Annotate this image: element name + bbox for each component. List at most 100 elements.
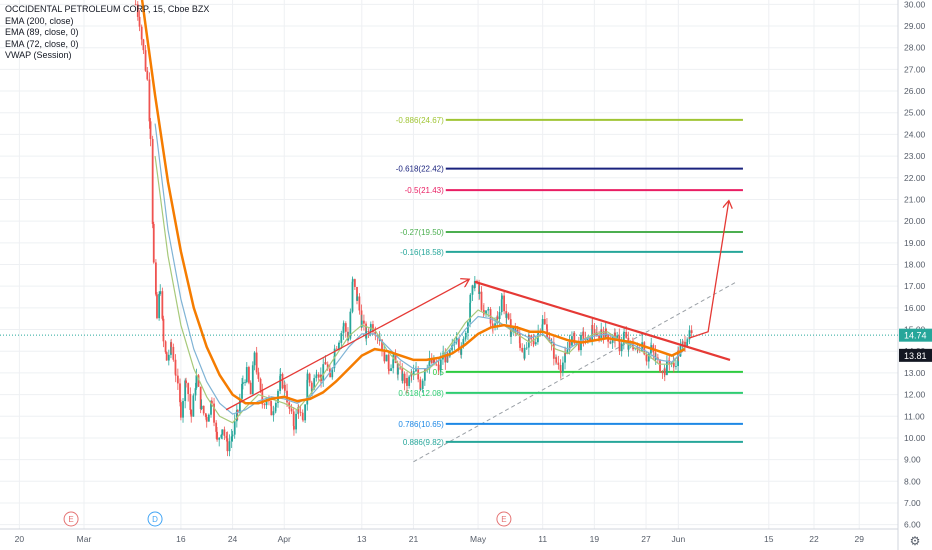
candle-body [550,342,553,344]
candle-body [467,322,469,333]
candle-body [340,333,343,343]
candle-body [159,291,162,294]
candle-body [242,382,244,384]
gear-icon[interactable]: ⚙ [910,534,921,548]
y-tick-label: 16.00 [904,303,926,313]
legend-ema72[interactable]: EMA (72, close, 0) [5,38,79,49]
candle-body [322,364,325,382]
candle-body [215,422,218,432]
event-marker-label: E [68,515,73,524]
y-tick-label: 12.00 [904,390,926,400]
candle-body [249,382,252,395]
candle-body [406,378,408,386]
candle-body [417,369,420,380]
candle-body [469,294,472,303]
x-tick-label: 21 [409,534,419,544]
price-badge-label: 14.74 [904,331,927,341]
y-axis-ticks: 30.00 29.00 28.00 27.00 26.00 25.00 24.00 23.00… [904,0,926,530]
y-tick-label: 17.00 [904,281,926,291]
candle-body [363,320,365,324]
y-tick-label: 24.00 [904,129,926,139]
candle-body [210,400,212,415]
y-tick-label: 11.00 [904,411,925,421]
candle-body [659,371,662,372]
legend-ema89[interactable]: EMA (89, close, 0) [5,27,79,37]
legend-vwap[interactable]: VWAP (Session) [5,50,72,60]
candle-body [666,360,668,376]
candle-body [521,347,524,352]
candle-body [344,323,347,332]
candle-body [301,412,304,420]
candle-body [179,383,181,403]
candle-body [313,378,316,390]
candle-body [297,407,300,412]
candle-body [197,375,200,387]
candle-body [518,333,521,344]
candle-body [290,408,293,412]
candle-body [433,359,436,365]
candle-body [618,342,621,352]
candle-body [675,366,677,367]
y-tick-label: 27.00 [904,64,926,74]
candle-body [205,417,208,422]
candle-body [670,363,673,364]
candle-body [154,262,157,295]
candle-body [480,291,483,310]
y-tick-label: 20.00 [904,216,926,226]
candle-body [598,335,600,339]
candle-body [663,368,666,376]
candle-body [351,281,354,312]
candle-body [473,280,476,288]
candle-body [423,369,426,381]
candle-body [469,302,471,323]
candle-body [650,348,652,354]
candle-body [623,331,625,334]
x-tick-label: 29 [855,534,865,544]
candle-body [241,383,243,399]
candle-body [412,371,415,375]
event-marker-circle [63,511,79,527]
price-badge-label: 13.81 [904,351,927,361]
candle-body [189,394,192,410]
candle-body [299,411,302,413]
candle-body [507,313,510,320]
candle-body [179,402,182,418]
x-tick-label: 20 [15,534,25,544]
chart-legend: OCCIDENTAL PETROLEUM CORP, 15, Cboe BZX … [5,4,209,62]
candle-body [347,338,350,341]
candle-body [369,324,372,330]
y-tick-label: 19.00 [904,238,926,248]
y-tick-label: 21.00 [904,194,926,204]
candle-body [600,329,603,332]
candle-body [170,342,173,347]
candle-body [184,380,187,402]
candle-body [207,414,210,422]
candle-body [505,313,508,318]
candle-body [455,338,458,340]
candle-body [457,338,460,348]
candle-body [510,332,512,337]
candle-body [462,338,465,347]
candle-body [274,402,277,408]
candle-body [500,299,503,313]
candle-body [304,404,307,421]
candle-body [541,324,544,333]
candle-body [568,341,571,346]
candle-body [385,354,388,362]
candle-body [525,347,528,349]
candle-body [293,426,295,430]
candle-body [622,333,625,344]
candle-body [643,342,646,355]
candle-body [645,360,648,362]
legend-ema200[interactable]: EMA (200, close) [5,15,74,26]
x-tick-label: 19 [590,534,600,544]
candle-body [265,400,268,406]
candle-body [509,319,512,337]
candle-body [498,312,501,320]
candle-body [534,342,537,345]
candle-body [435,364,438,366]
event-marker-circle [147,511,163,527]
candle-body [485,310,487,315]
